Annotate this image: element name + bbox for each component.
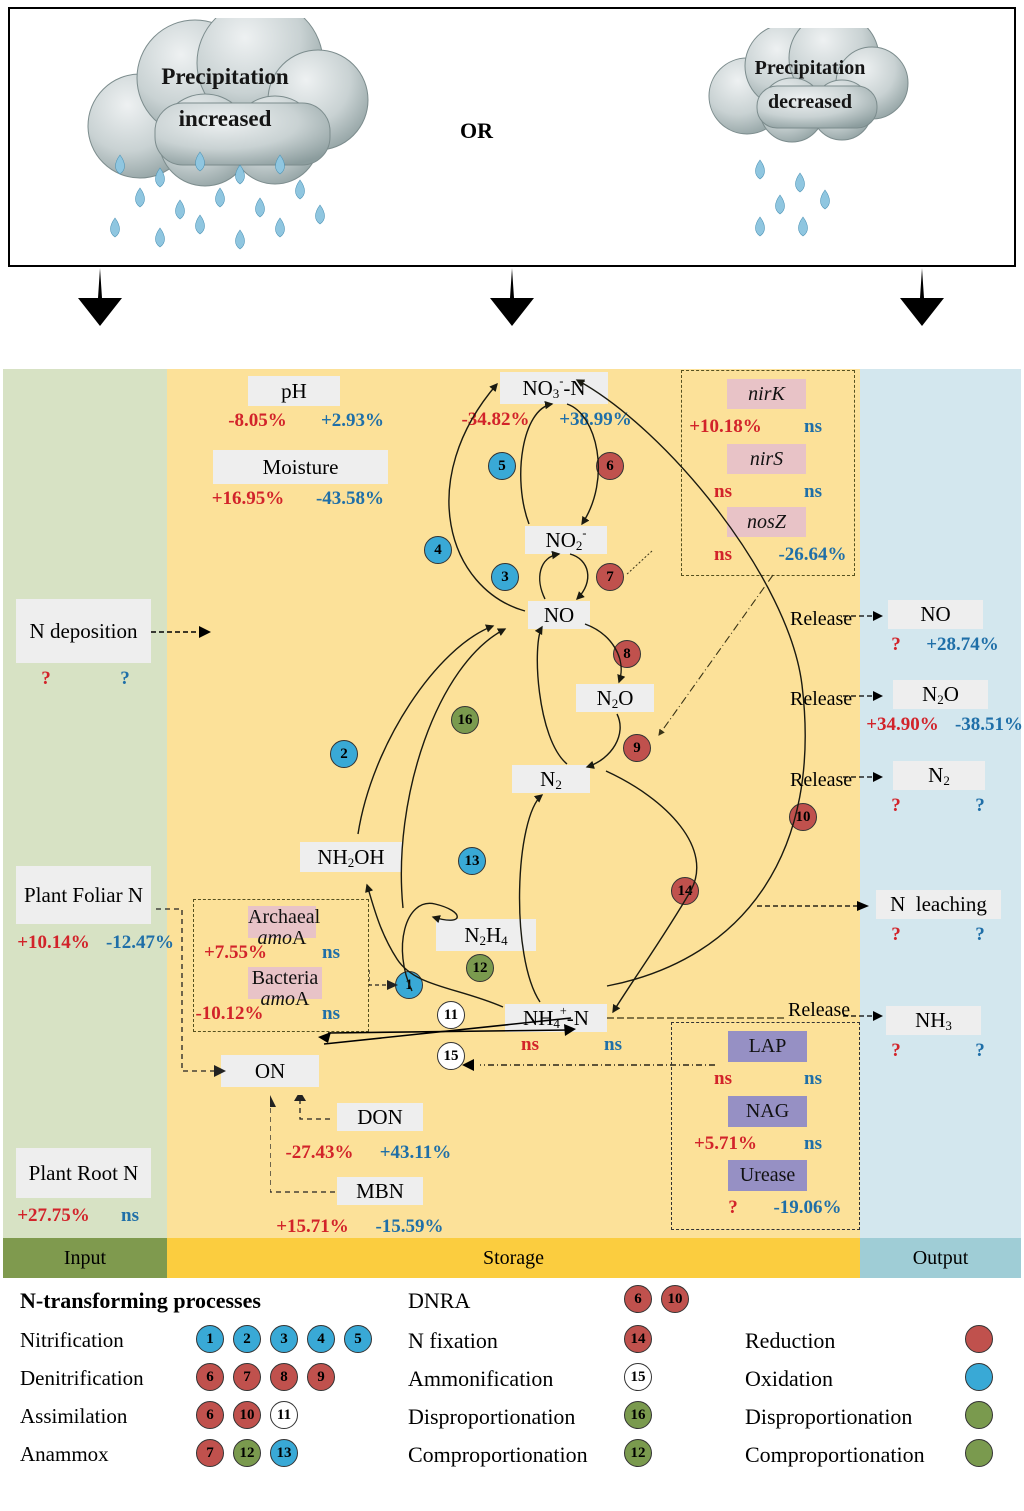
svg-text:decreased: decreased bbox=[768, 91, 852, 113]
svg-text:Precipitation: Precipitation bbox=[161, 64, 289, 89]
svg-text:increased: increased bbox=[179, 106, 272, 131]
svg-text:Precipitation: Precipitation bbox=[755, 57, 866, 79]
